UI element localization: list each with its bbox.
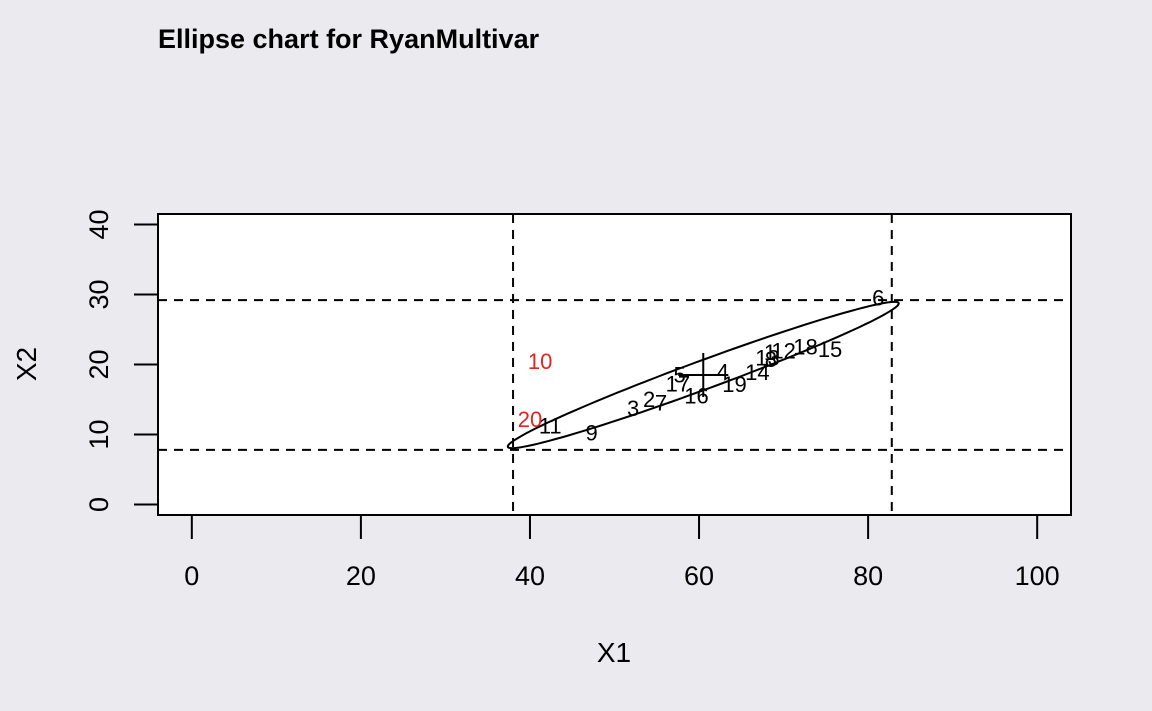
point-19: 19 bbox=[722, 372, 746, 397]
x-tick-label-0: 0 bbox=[184, 561, 199, 591]
plot-area bbox=[158, 214, 1071, 515]
y-tick-label-2: 20 bbox=[84, 349, 114, 379]
point-15: 15 bbox=[818, 337, 842, 362]
point-2: 2 bbox=[643, 387, 655, 412]
chart-title: Ellipse chart for RyanMultivar bbox=[158, 24, 540, 54]
point-14: 14 bbox=[745, 360, 769, 385]
point-20: 20 bbox=[518, 407, 542, 432]
point-6: 6 bbox=[872, 285, 884, 310]
y-axis-label: X2 bbox=[11, 347, 42, 381]
point-5: 5 bbox=[673, 362, 685, 387]
point-1: 1 bbox=[764, 340, 776, 365]
y-tick-label-4: 40 bbox=[84, 209, 114, 239]
control-ellipse bbox=[506, 300, 900, 450]
x-axis-label: X1 bbox=[597, 637, 631, 668]
x-tick-label-3: 60 bbox=[684, 561, 714, 591]
y-axis: 0 10 20 30 40 bbox=[84, 209, 159, 512]
point-17: 17 bbox=[666, 371, 690, 396]
x-tick-label-1: 20 bbox=[346, 561, 376, 591]
point-4: 4 bbox=[717, 360, 729, 385]
point-10: 10 bbox=[528, 349, 552, 374]
point-8: 8 bbox=[765, 347, 777, 372]
point-7: 7 bbox=[655, 390, 667, 415]
point-13: 13 bbox=[755, 346, 779, 371]
x-axis: 0 20 40 60 80 100 bbox=[184, 514, 1060, 591]
y-tick-label-3: 30 bbox=[84, 279, 114, 309]
point-3: 3 bbox=[627, 396, 639, 421]
point-9: 9 bbox=[586, 420, 598, 445]
x-tick-label-5: 100 bbox=[1015, 561, 1060, 591]
y-tick-label-0: 0 bbox=[84, 497, 114, 512]
x-tick-label-4: 80 bbox=[853, 561, 883, 591]
y-tick-label-1: 10 bbox=[84, 419, 114, 449]
reference-lines bbox=[158, 214, 1071, 515]
point-18: 18 bbox=[793, 334, 817, 359]
point-16: 16 bbox=[684, 383, 708, 408]
x-tick-label-2: 40 bbox=[515, 561, 545, 591]
point-12: 12 bbox=[771, 339, 795, 364]
center-crosshair bbox=[678, 353, 729, 397]
point-11: 11 bbox=[539, 413, 562, 438]
